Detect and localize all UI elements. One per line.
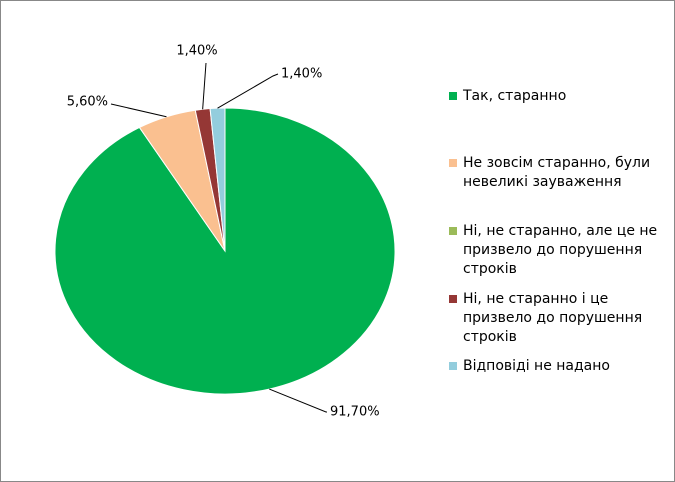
legend-swatch (449, 362, 457, 370)
legend-item: Так, старанно (449, 87, 671, 106)
legend-swatch (449, 92, 457, 100)
legend-swatch (449, 159, 457, 167)
leader-line (217, 73, 279, 109)
leader-line (110, 103, 167, 118)
leader-line (269, 388, 327, 413)
legend-item: Не зовсім старанно, були невеликі зауваж… (449, 154, 671, 192)
legend-item: Відповіді не надано (449, 357, 671, 376)
data-label: 1,40% (176, 44, 217, 59)
pie-slice (209, 107, 226, 252)
data-label: 1,40% (281, 67, 322, 82)
legend-item: Ні, не старанно, але це не призвело до п… (449, 222, 671, 279)
legend-label: Так, старанно (463, 88, 567, 104)
legend-swatch (449, 295, 457, 303)
legend-label: Відповіді не надано (463, 358, 610, 374)
data-label: 5,60% (67, 95, 108, 110)
data-label: 91,70% (330, 405, 380, 420)
legend-swatch (449, 227, 457, 235)
legend-label: Ні, не старанно, але це не призвело до п… (463, 223, 658, 277)
legend-label: Не зовсім старанно, були невеликі зауваж… (463, 155, 651, 190)
legend-item: Ні, не старанно і це призвело до порушен… (449, 290, 671, 347)
legend-label: Ні, не старанно і це призвело до порушен… (463, 291, 643, 345)
leader-line (202, 62, 207, 110)
